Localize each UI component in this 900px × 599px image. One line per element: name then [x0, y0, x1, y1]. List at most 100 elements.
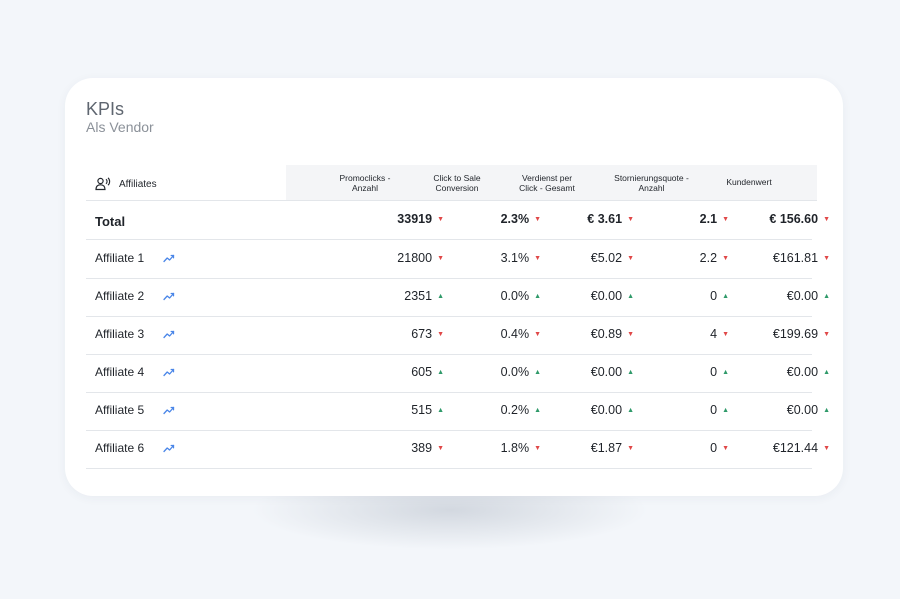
arrow-up-icon: ▲ — [437, 406, 444, 414]
arrow-up-icon: ▲ — [722, 406, 729, 414]
column-header-line: Stornierungsquote - — [614, 173, 689, 183]
trend-chart-icon[interactable] — [163, 443, 175, 453]
row-name[interactable]: Affiliate 3 — [95, 327, 145, 341]
row-name[interactable]: Affiliate 5 — [95, 403, 145, 417]
kpi-cell: €0.00 ▲ — [710, 403, 830, 417]
kpi-cell: 673 ▼ — [324, 327, 444, 341]
kpi-value: 0.0% — [500, 365, 530, 379]
kpi-value: 0.0% — [500, 289, 530, 303]
arrow-down-icon: ▼ — [627, 215, 634, 223]
arrow-up-icon: ▲ — [722, 292, 729, 300]
kpi-value: €121.44 — [772, 441, 819, 455]
kpi-value: €5.02 — [590, 251, 623, 265]
column-header-stornierungsquote[interactable]: Stornierungsquote - Anzahl — [604, 173, 699, 193]
kpi-value: 0 — [710, 365, 718, 379]
kpi-cell: 2.1 ▼ — [609, 212, 729, 226]
table-row[interactable]: Affiliate 5 515 ▲ 0.2% ▲ €0.00 ▲ 0 ▲ €0.00 ▲ — [86, 392, 830, 431]
column-header-kundenwert[interactable]: Kundenwert — [709, 177, 789, 188]
total-row[interactable]: Total 33919 ▼ 2.3% ▼ € 3.61 ▼ 2.1 ▼ € 156.60 ▼ — [86, 201, 830, 240]
arrow-down-icon: ▼ — [437, 444, 444, 452]
kpi-value: €0.00 — [590, 289, 623, 303]
kpi-value: 0 — [710, 403, 718, 417]
row-name: Total — [95, 214, 126, 229]
trend-chart-icon[interactable] — [163, 329, 175, 339]
kpi-card: KPIs Als Vendor Affiliates Promoclicks -… — [65, 78, 843, 496]
kpi-cell: 21800 ▼ — [324, 251, 444, 265]
kpi-value: €161.81 — [772, 251, 819, 265]
kpi-value: 4 — [710, 327, 718, 341]
kpi-value: € 156.60 — [769, 212, 819, 226]
kpi-cell: 0.0% ▲ — [421, 289, 541, 303]
table-row[interactable]: Affiliate 1 21800 ▼ 3.1% ▼ €5.02 ▼ 2.2 ▼ €161.81 ▼ — [86, 240, 830, 279]
kpi-cell: 605 ▲ — [324, 365, 444, 379]
kpi-cell: €121.44 ▼ — [710, 441, 830, 455]
kpi-value: 3.1% — [500, 251, 530, 265]
arrow-up-icon: ▲ — [823, 292, 830, 300]
trend-chart-icon[interactable] — [163, 291, 175, 301]
row-name[interactable]: Affiliate 6 — [95, 441, 145, 455]
arrow-down-icon: ▼ — [534, 330, 541, 338]
kpi-value: 21800 — [397, 251, 433, 265]
kpi-cell: €0.00 ▲ — [710, 289, 830, 303]
table-row[interactable]: Affiliate 4 605 ▲ 0.0% ▲ €0.00 ▲ 0 ▲ €0.00 ▲ — [86, 354, 830, 393]
kpi-cell: €199.69 ▼ — [710, 327, 830, 341]
kpi-value: €0.00 — [590, 403, 623, 417]
arrow-up-icon: ▲ — [534, 406, 541, 414]
table-row[interactable]: Affiliate 3 673 ▼ 0.4% ▼ €0.89 ▼ 4 ▼ €199.69 ▼ — [86, 316, 830, 355]
column-header-verdienst[interactable]: Verdienst per Click - Gesamt — [507, 173, 587, 193]
arrow-up-icon: ▲ — [627, 406, 634, 414]
arrow-down-icon: ▼ — [627, 330, 634, 338]
kpi-value: €0.00 — [590, 365, 623, 379]
arrow-down-icon: ▼ — [534, 444, 541, 452]
column-header-promoclicks[interactable]: Promoclicks - Anzahl — [325, 173, 405, 193]
kpi-value: €0.89 — [590, 327, 623, 341]
kpi-value: 673 — [411, 327, 433, 341]
kpi-value: 2.3% — [500, 212, 530, 226]
kpi-cell: €5.02 ▼ — [514, 251, 634, 265]
column-header-line: Anzahl — [638, 182, 665, 193]
trend-chart-icon[interactable] — [163, 367, 175, 377]
kpi-value: 2.1 — [699, 212, 718, 226]
kpi-cell: 4 ▼ — [609, 327, 729, 341]
row-name[interactable]: Affiliate 4 — [95, 365, 145, 379]
arrow-down-icon: ▼ — [437, 330, 444, 338]
kpi-value: €0.00 — [786, 365, 819, 379]
arrow-down-icon: ▼ — [823, 215, 830, 223]
column-header-conversion[interactable]: Click to Sale Conversion — [417, 173, 497, 193]
kpi-cell: 3.1% ▼ — [421, 251, 541, 265]
arrow-up-icon: ▲ — [722, 368, 729, 376]
column-header-line: Conversion — [435, 182, 479, 193]
header-metrics-background — [286, 165, 817, 200]
kpi-cell: 0.4% ▼ — [421, 327, 541, 341]
row-name[interactable]: Affiliate 2 — [95, 289, 145, 303]
kpi-cell: €0.89 ▼ — [514, 327, 634, 341]
arrow-up-icon: ▲ — [823, 368, 830, 376]
table-row[interactable]: Affiliate 6 389 ▼ 1.8% ▼ €1.87 ▼ 0 ▼ €121.44 ▼ — [86, 430, 830, 469]
kpi-cell: 2.2 ▼ — [609, 251, 729, 265]
kpi-cell: 1.8% ▼ — [421, 441, 541, 455]
arrow-down-icon: ▼ — [722, 215, 729, 223]
row-name[interactable]: Affiliate 1 — [95, 251, 145, 265]
kpi-value: €0.00 — [786, 403, 819, 417]
trend-chart-icon[interactable] — [163, 405, 175, 415]
column-header-line: Click - Gesamt — [519, 182, 575, 193]
affiliates-icon — [95, 177, 111, 191]
kpi-cell: €0.00 ▲ — [514, 289, 634, 303]
arrow-up-icon: ▲ — [823, 406, 830, 414]
kpi-cell: 0.2% ▲ — [421, 403, 541, 417]
kpi-value: 0.2% — [500, 403, 530, 417]
column-header-line: Verdienst per — [521, 173, 573, 183]
column-header-line: Promoclicks - — [339, 173, 391, 183]
arrow-down-icon: ▼ — [823, 444, 830, 452]
table-row[interactable]: Affiliate 2 2351 ▲ 0.0% ▲ €0.00 ▲ 0 ▲ €0.00 ▲ — [86, 278, 830, 317]
card-subtitle: Als Vendor — [86, 119, 154, 135]
kpi-cell: 389 ▼ — [324, 441, 444, 455]
arrow-down-icon: ▼ — [437, 215, 444, 223]
card-title: KPIs — [86, 99, 125, 119]
kpi-cell: 0.0% ▲ — [421, 365, 541, 379]
trend-chart-icon[interactable] — [163, 253, 175, 263]
arrow-down-icon: ▼ — [534, 254, 541, 262]
arrow-down-icon: ▼ — [437, 254, 444, 262]
kpi-cell: 2.3% ▼ — [421, 212, 541, 226]
kpi-cell: €0.00 ▲ — [514, 403, 634, 417]
